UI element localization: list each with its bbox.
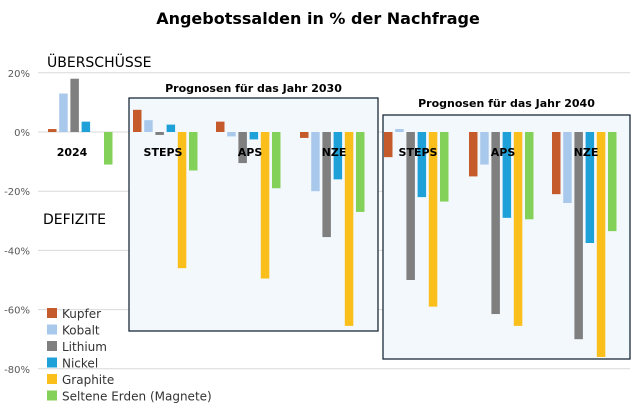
y-tick-label: -80% bbox=[4, 365, 30, 376]
bar-graphite bbox=[177, 132, 187, 269]
bar-seltene-erden-magnete- bbox=[440, 132, 449, 202]
legend-label: Kobalt bbox=[62, 324, 100, 338]
bar-kobalt bbox=[144, 120, 153, 132]
bar-kobalt bbox=[227, 132, 236, 137]
group-label: STEPS bbox=[144, 146, 183, 159]
bar-nickel bbox=[585, 132, 595, 243]
bar-graphite bbox=[428, 132, 438, 307]
bar-nickel bbox=[502, 132, 512, 218]
forecast-box-label: Prognosen für das Jahr 2040 bbox=[418, 97, 595, 110]
bar-kupfer bbox=[48, 129, 57, 132]
forecast-boxes: Prognosen für das Jahr 2030 Prognosen für… bbox=[128, 82, 631, 360]
legend: Kupfer Kobalt Lithium Nickel Graphite Seltene… bbox=[47, 307, 212, 404]
bar-graphite bbox=[344, 132, 354, 326]
legend-label: Graphite bbox=[62, 373, 114, 387]
chart-title: Angebotssalden in % der Nachfrage bbox=[156, 9, 480, 28]
bar-kobalt bbox=[480, 132, 489, 165]
bar-lithium bbox=[491, 132, 500, 315]
bar-nickel bbox=[417, 132, 427, 198]
legend-swatch bbox=[47, 390, 57, 401]
bar-lithium bbox=[238, 132, 247, 164]
bar-lithium bbox=[322, 132, 331, 238]
y-tick-label: 0% bbox=[14, 128, 30, 139]
group-label: NZE bbox=[574, 146, 599, 159]
bar-kobalt bbox=[59, 93, 68, 132]
bar-lithium bbox=[70, 78, 79, 132]
bar-seltene-erden-magnete- bbox=[525, 132, 534, 220]
y-axis-tick-labels: 20% 0% -20% -40% -60% -80% bbox=[4, 69, 30, 376]
legend-swatch bbox=[47, 357, 57, 368]
legend-label: Lithium bbox=[62, 340, 107, 354]
legend-label: Seltene Erden (Magnete) bbox=[62, 390, 212, 404]
legend-swatch bbox=[47, 341, 57, 351]
group-label: APS bbox=[238, 146, 263, 159]
deficit-annotation: DEFIZITE bbox=[43, 212, 106, 228]
group-labels: 2024 STEPS APS NZE STEPS APS NZE bbox=[57, 146, 599, 159]
bars bbox=[48, 78, 617, 357]
legend-swatch bbox=[47, 374, 57, 384]
y-tick-label: -40% bbox=[4, 246, 30, 257]
bar-kupfer bbox=[216, 121, 225, 132]
legend-label: Nickel bbox=[62, 357, 98, 371]
bar-lithium bbox=[574, 132, 583, 340]
bar-graphite bbox=[596, 132, 606, 357]
group-label: NZE bbox=[322, 146, 347, 159]
bar-seltene-erden-magnete- bbox=[356, 132, 365, 212]
bar-seltene-erden-magnete- bbox=[608, 132, 617, 232]
bar-lithium bbox=[155, 132, 164, 135]
bar-seltene-erden-magnete- bbox=[104, 132, 113, 165]
forecast-box-label: Prognosen für das Jahr 2030 bbox=[165, 82, 342, 95]
surplus-annotation: ÜBERSCHÜSSE bbox=[47, 53, 151, 71]
y-tick-label: -60% bbox=[4, 306, 30, 317]
bar-lithium bbox=[406, 132, 415, 280]
bar-kupfer bbox=[300, 132, 309, 138]
bar-seltene-erden-magnete- bbox=[272, 132, 281, 189]
legend-swatch bbox=[47, 324, 57, 335]
bar-seltene-erden-magnete- bbox=[189, 132, 198, 171]
bar-nickel bbox=[166, 124, 176, 132]
y-tick-label: 20% bbox=[8, 69, 30, 80]
bar-nickel bbox=[81, 121, 91, 132]
bar-kupfer bbox=[384, 132, 393, 158]
group-label: STEPS bbox=[399, 146, 438, 159]
y-tick-label: -20% bbox=[4, 187, 30, 198]
legend-label: Kupfer bbox=[62, 307, 101, 321]
bar-kupfer bbox=[133, 109, 142, 132]
group-label: 2024 bbox=[57, 146, 88, 159]
bar-graphite bbox=[260, 132, 270, 279]
bar-kupfer bbox=[552, 132, 561, 195]
bar-nickel bbox=[333, 132, 343, 180]
bar-kobalt bbox=[395, 129, 404, 132]
bar-nickel bbox=[249, 132, 259, 140]
bar-graphite bbox=[513, 132, 523, 326]
group-label: APS bbox=[491, 146, 516, 159]
bar-kobalt bbox=[311, 132, 320, 192]
bar-kobalt bbox=[563, 132, 572, 204]
bar-kupfer bbox=[469, 132, 478, 177]
legend-swatch bbox=[47, 308, 57, 318]
